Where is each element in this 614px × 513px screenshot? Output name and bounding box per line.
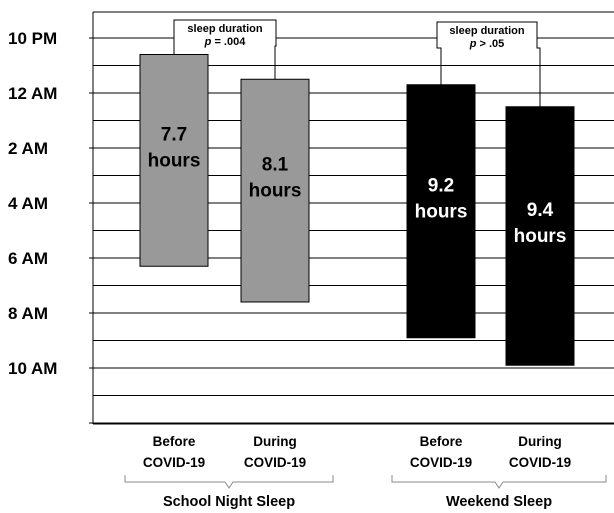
bar-unit-label: hours — [415, 201, 468, 222]
category-label-line2: COVID-19 — [143, 455, 205, 470]
annotation-title: sleep duration — [449, 25, 524, 37]
bar-value-label: 9.2 — [428, 175, 454, 196]
group-brace — [124, 475, 334, 489]
category-label-line2: COVID-19 — [509, 455, 571, 470]
significance-bracket — [173, 19, 277, 80]
annotation-box-bg — [174, 20, 276, 46]
bar-value-label: 7.7 — [161, 124, 187, 145]
bar-unit-label: hours — [249, 181, 302, 202]
group-brace — [391, 475, 607, 489]
annotation-p-value-line: p = .004 — [204, 36, 247, 48]
significance-bracket — [436, 21, 541, 107]
category-label-line2: COVID-19 — [410, 455, 472, 470]
bar-value-label: 8.1 — [262, 155, 289, 176]
category-label-line1: During — [253, 434, 297, 449]
y-tick-label: 8 AM — [8, 304, 48, 323]
annotation-p-value: > .05 — [476, 38, 504, 50]
category-label-line1: Before — [420, 434, 463, 449]
annotation-p-symbol: p — [469, 38, 477, 50]
group-label: Weekend Sleep — [446, 494, 552, 510]
y-axis-tick-labels: 10 PM 12 AM 2 AM 4 AM 6 AM 8 AM 10 AM — [8, 29, 57, 378]
x-axis-labels: Before COVID-19 During COVID-19 Before COVID-… — [124, 434, 607, 510]
bar-unit-label: hours — [148, 150, 201, 171]
annotation-box-bg — [437, 22, 537, 48]
bar-unit-label: hours — [514, 226, 567, 247]
bar-value-label: 9.4 — [527, 200, 554, 221]
sleep-bar — [505, 106, 575, 366]
category-label-line2: COVID-19 — [244, 455, 306, 470]
annotation-p-value-line: p > .05 — [469, 38, 505, 50]
annotation-p-value: = .004 — [211, 36, 246, 48]
category-label-line1: Before — [153, 434, 196, 449]
annotation-title: sleep duration — [187, 23, 262, 35]
y-tick-label: 4 AM — [8, 194, 48, 213]
category-label-line1: During — [518, 434, 562, 449]
y-tick-label: 2 AM — [8, 139, 48, 158]
y-tick-label: 10 PM — [8, 29, 57, 48]
y-tick-label: 10 AM — [8, 359, 57, 378]
y-tick-label: 6 AM — [8, 249, 48, 268]
bars: 7.7 hours 8.1 hours 9.2 hours 9.4 hours — [139, 54, 575, 366]
annotation-p-symbol: p — [204, 36, 212, 48]
y-tick-label: 12 AM — [8, 84, 57, 103]
group-label: School Night Sleep — [163, 494, 295, 510]
